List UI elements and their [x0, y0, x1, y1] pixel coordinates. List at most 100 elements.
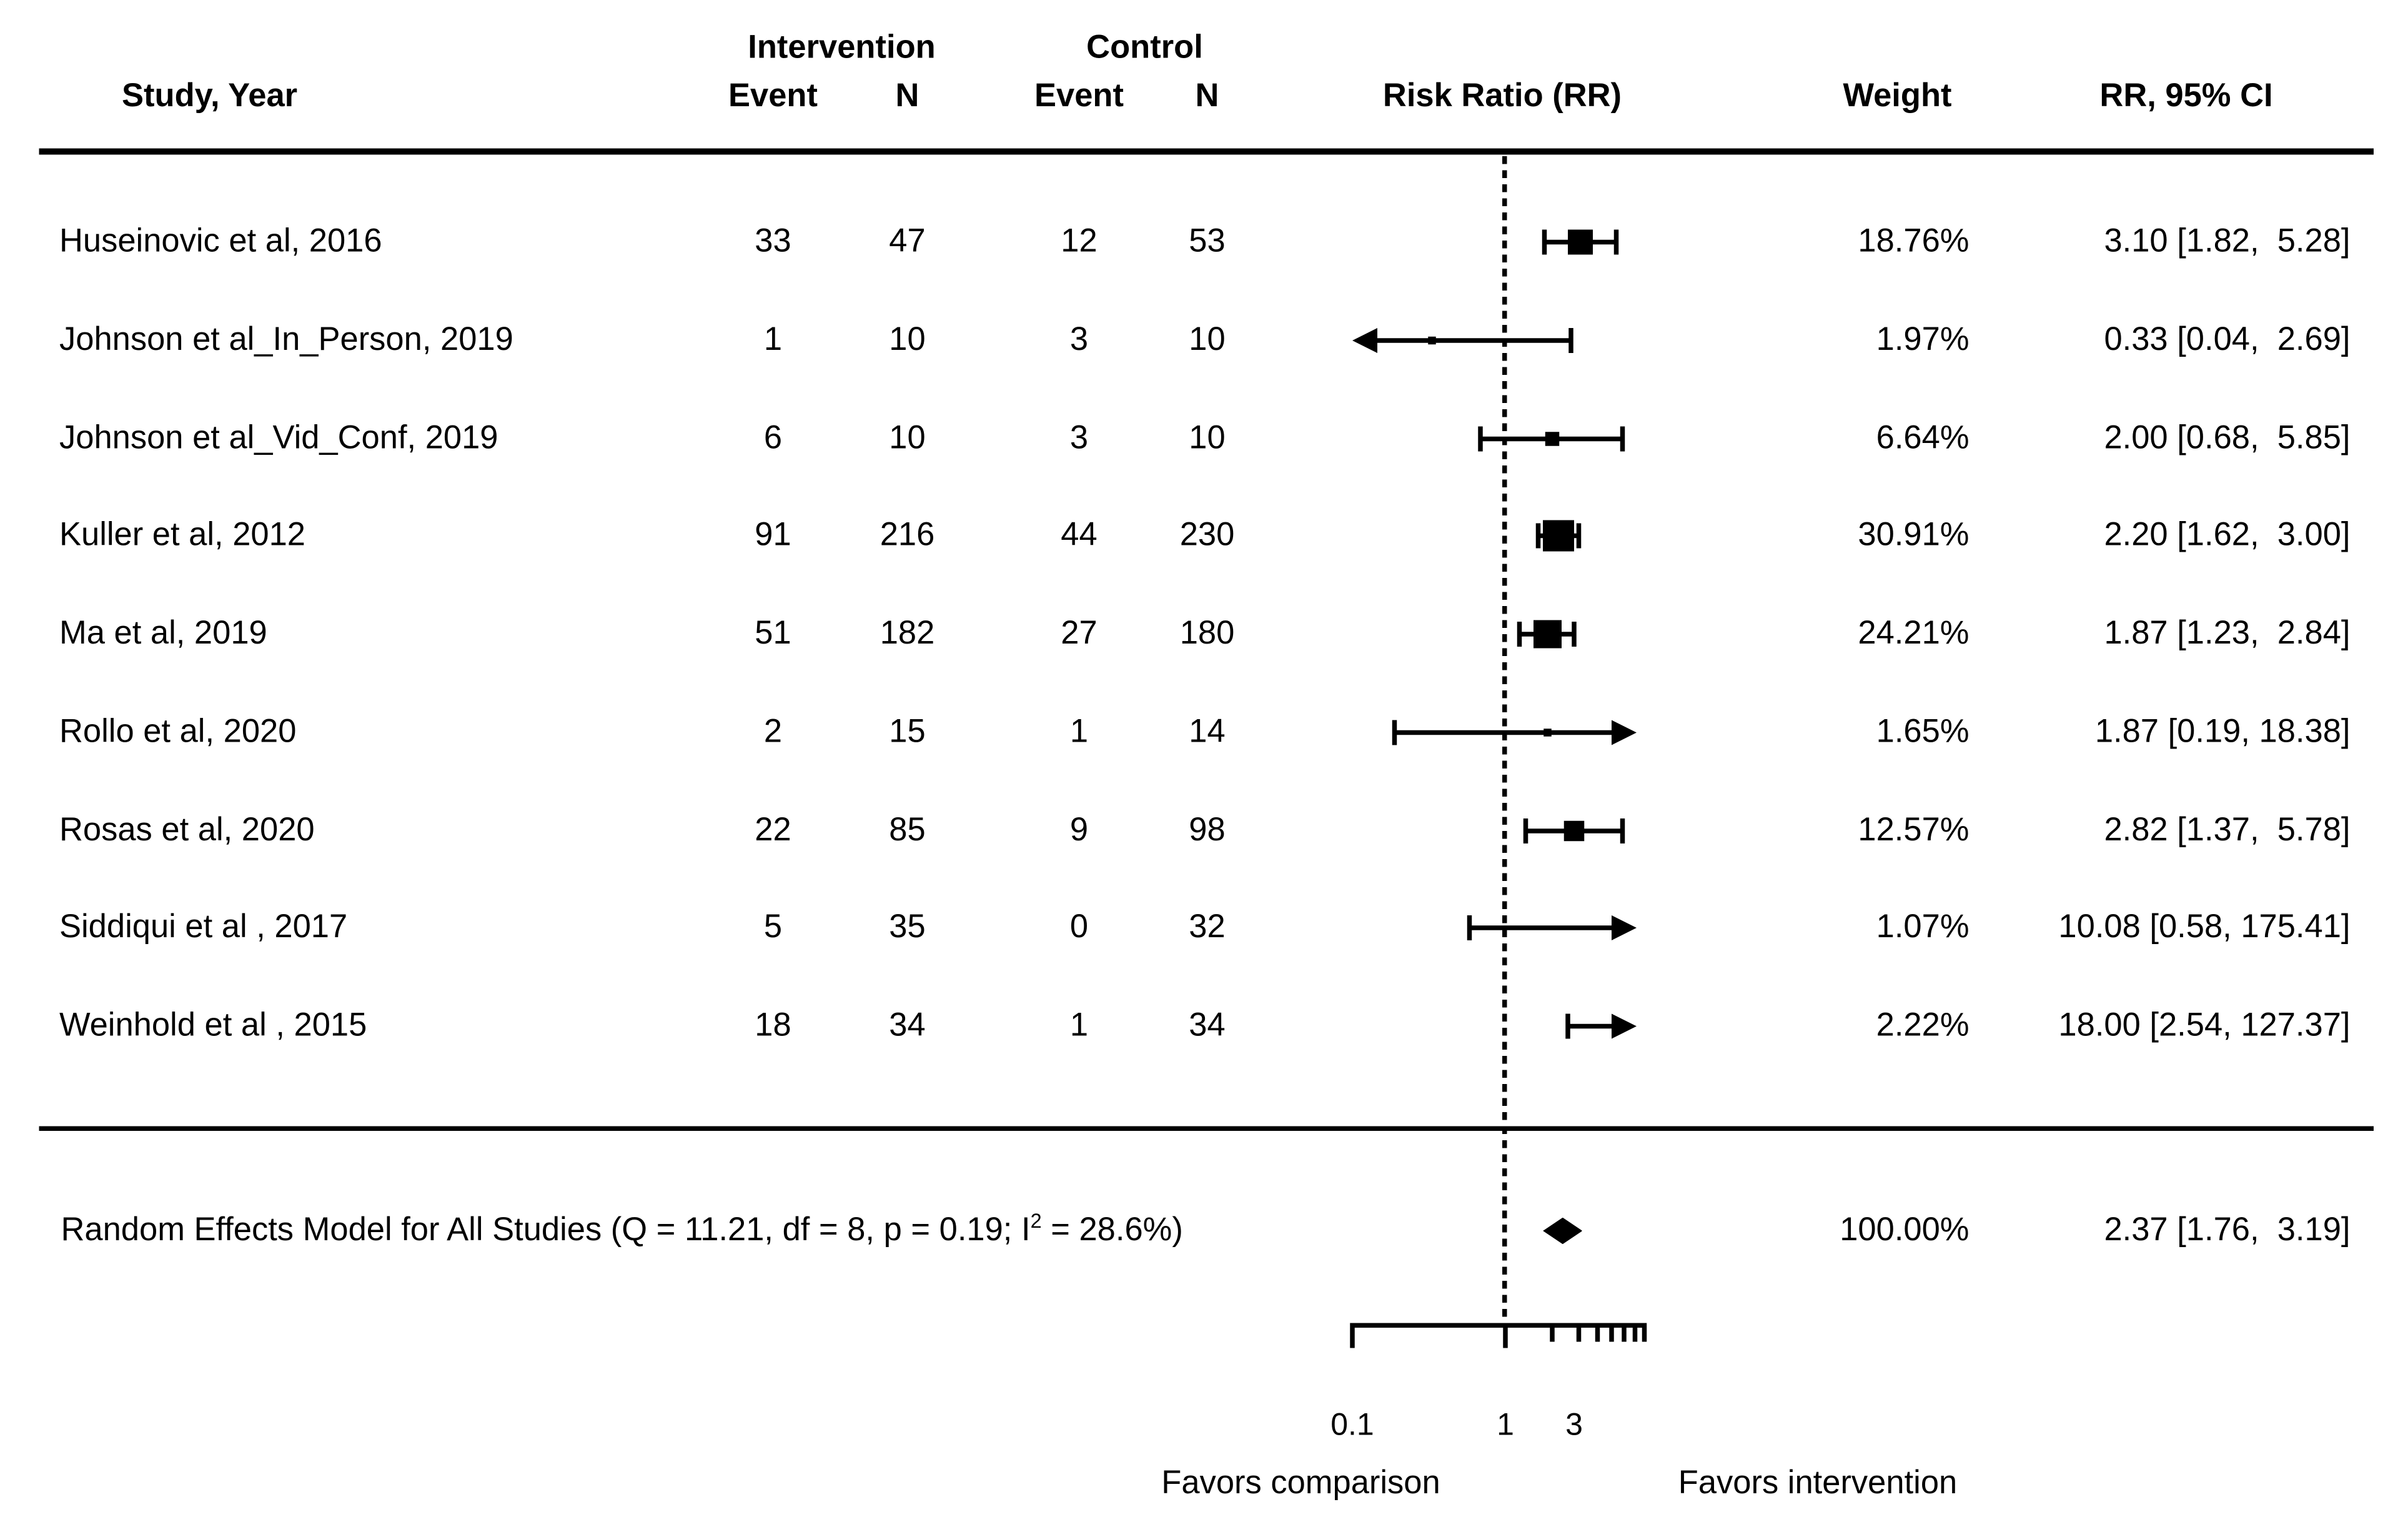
- header-intervention-n: N: [895, 78, 919, 114]
- intervention-event-count: 33: [755, 223, 791, 260]
- point-estimate-square: [1543, 729, 1551, 737]
- favors-intervention-label: Favors intervention: [1678, 1465, 1958, 1501]
- favors-comparison-label: Favors comparison: [1161, 1465, 1440, 1501]
- intervention-event-count: 51: [755, 615, 791, 652]
- point-estimate-square: [1564, 820, 1585, 842]
- x-axis-minor-tick: [1576, 1323, 1581, 1342]
- header-risk-ratio: Risk Ratio (RR): [1382, 78, 1622, 114]
- x-axis-tick-label: 1: [1497, 1408, 1514, 1443]
- intervention-sample-size: 47: [889, 223, 926, 260]
- study-row: Rollo et al, 2020 2 15 1 14 1.65% 1.87 […: [0, 684, 2408, 781]
- ci-upper-whisker: [1620, 426, 1625, 452]
- i-squared-superscript: 2: [1030, 1209, 1042, 1233]
- weight-value: 18.76%: [1858, 223, 1970, 260]
- ci-lower-whisker: [1477, 426, 1482, 452]
- study-row: Johnson et al_Vid_Conf, 2019 6 10 3 10 6…: [0, 390, 2408, 487]
- header-rr-ci: RR, 95% CI: [2099, 78, 2273, 114]
- control-event-count: 0: [1069, 909, 1089, 945]
- weight-value: 1.65%: [1876, 714, 1970, 750]
- ci-lower-whisker: [1517, 622, 1522, 647]
- control-sample-size: 32: [1189, 909, 1226, 945]
- rr-ci-value: 1.87 [1.23, 2.84]: [2104, 615, 2351, 652]
- intervention-event-count: 5: [763, 909, 783, 945]
- weight-value: 12.57%: [1858, 812, 1970, 848]
- intervention-event-count: 2: [763, 714, 783, 750]
- point-estimate-square: [1533, 620, 1562, 649]
- header-rule: [39, 148, 2374, 155]
- control-sample-size: 10: [1189, 322, 1226, 358]
- control-sample-size: 230: [1179, 517, 1235, 554]
- header-intervention: Intervention: [748, 29, 936, 66]
- study-name: Kuller et al, 2012: [59, 517, 306, 554]
- intervention-sample-size: 35: [889, 909, 926, 945]
- control-sample-size: 53: [1189, 223, 1226, 260]
- rr-ci-value: 3.10 [1.82, 5.28]: [2104, 223, 2351, 260]
- ci-lower-whisker: [1535, 523, 1540, 549]
- ci-lower-whisker: [1467, 915, 1472, 940]
- rr-ci-value: 1.87 [0.19, 18.38]: [2094, 714, 2351, 750]
- ci-line: [1395, 730, 1624, 735]
- x-axis-minor-tick: [1622, 1323, 1627, 1342]
- summary-rr-ci-value: 2.37 [1.76, 3.19]: [2104, 1212, 2351, 1248]
- study-name: Ma et al, 2019: [59, 615, 267, 652]
- study-name: Weinhold et al , 2015: [59, 1007, 367, 1044]
- ci-line: [1469, 925, 1624, 930]
- intervention-sample-size: 216: [879, 517, 935, 554]
- control-sample-size: 10: [1189, 420, 1226, 457]
- control-sample-size: 180: [1179, 615, 1235, 652]
- point-estimate-square: [1544, 432, 1558, 446]
- ci-upper-whisker: [1619, 818, 1625, 843]
- rr-ci-value: 2.82 [1.37, 5.78]: [2104, 812, 2351, 848]
- summary-diamond: [1543, 1217, 1583, 1245]
- intervention-sample-size: 10: [889, 322, 926, 358]
- control-event-count: 3: [1069, 322, 1089, 358]
- study-name: Rosas et al, 2020: [59, 812, 315, 848]
- summary-rule: [39, 1126, 2374, 1131]
- weight-value: 1.97%: [1876, 322, 1970, 358]
- intervention-event-count: 91: [755, 517, 791, 554]
- summary-label: Random Effects Model for All Studies (Q …: [61, 1209, 1183, 1248]
- header-control-n: N: [1195, 78, 1219, 114]
- ci-right-arrow-icon: [1612, 915, 1637, 940]
- ci-right-arrow-icon: [1612, 720, 1637, 745]
- weight-value: 2.22%: [1876, 1007, 1970, 1044]
- x-axis-tick-label: 0.1: [1330, 1408, 1374, 1443]
- rr-ci-value: 2.20 [1.62, 3.00]: [2104, 517, 2351, 554]
- weight-value: 24.21%: [1858, 615, 1970, 652]
- null-effect-line: [1502, 156, 1507, 1323]
- ci-left-arrow-icon: [1352, 328, 1377, 353]
- control-event-count: 12: [1061, 223, 1097, 260]
- weight-value: 6.64%: [1876, 420, 1970, 457]
- intervention-sample-size: 182: [879, 615, 935, 652]
- study-row: Huseinovic et al, 2016 33 47 12 53 18.76…: [0, 194, 2408, 291]
- intervention-event-count: 6: [763, 420, 783, 457]
- header-study-year: Study, Year: [122, 78, 298, 114]
- study-row: Weinhold et al , 2015 18 34 1 34 2.22% 1…: [0, 978, 2408, 1075]
- summary-row: Random Effects Model for All Studies (Q …: [0, 1183, 2408, 1280]
- control-event-count: 9: [1069, 812, 1089, 848]
- x-axis-minor-tick: [1641, 1323, 1646, 1342]
- ci-line: [1365, 338, 1572, 343]
- rr-ci-value: 0.33 [0.04, 2.69]: [2104, 322, 2351, 358]
- study-name: Rollo et al, 2020: [59, 714, 297, 750]
- rr-ci-value: 2.00 [0.68, 5.85]: [2104, 420, 2351, 457]
- x-axis-major-tick: [1350, 1323, 1355, 1348]
- intervention-sample-size: 15: [889, 714, 926, 750]
- weight-value: 1.07%: [1876, 909, 1970, 945]
- ci-right-arrow-icon: [1612, 1013, 1637, 1039]
- control-event-count: 1: [1069, 714, 1089, 750]
- intervention-sample-size: 10: [889, 420, 926, 457]
- ci-lower-whisker: [1565, 1013, 1570, 1039]
- study-name: Siddiqui et al , 2017: [59, 909, 348, 945]
- ci-lower-whisker: [1542, 229, 1548, 255]
- rr-ci-value: 18.00 [2.54, 127.37]: [2058, 1007, 2351, 1044]
- study-row: Ma et al, 2019 51 182 27 180 24.21% 1.87…: [0, 586, 2408, 683]
- study-name: Johnson et al_In_Person, 2019: [59, 322, 513, 358]
- ci-upper-whisker: [1568, 328, 1574, 353]
- intervention-event-count: 18: [755, 1007, 791, 1044]
- weight-value: 30.91%: [1858, 517, 1970, 554]
- x-axis-minor-tick: [1610, 1323, 1615, 1342]
- control-event-count: 3: [1069, 420, 1089, 457]
- study-row: Rosas et al, 2020 22 85 9 98 12.57% 2.82…: [0, 783, 2408, 880]
